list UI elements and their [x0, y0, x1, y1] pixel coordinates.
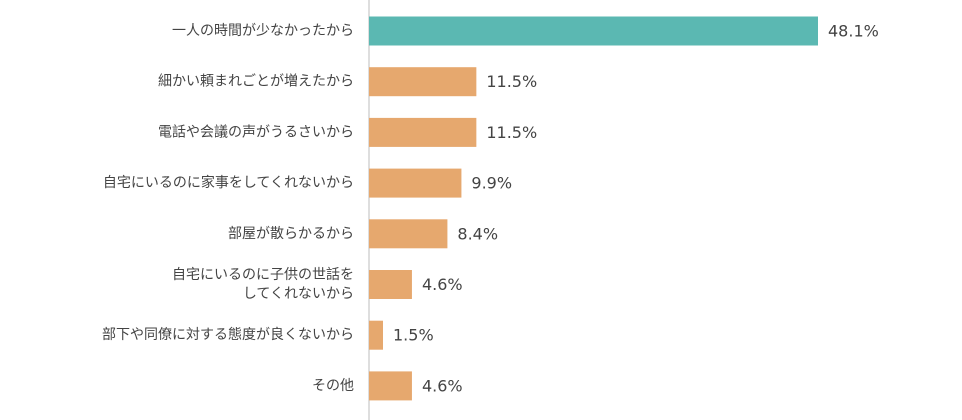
- value-labels-group: 48.1% 11.5% 11.5% 9.9% 8.4% 4.6% 1.5% 4.6%: [393, 22, 879, 396]
- category-label-2: 電話や会議の声がうるさいから: [158, 123, 354, 140]
- category-label-line: 自宅にいるのに家事をしてくれないから: [103, 174, 354, 191]
- bar-4: [369, 219, 448, 249]
- category-label-1: 細かい頼まれごとが増えたから: [158, 74, 354, 90]
- category-label-0: 一人の時間が少なかったから: [172, 23, 354, 39]
- category-labels-group: 一人の時間が少なかったから細かい頼まれごとが増えたから電話や会議の声がうるさいか…: [102, 23, 354, 394]
- category-label-line: 自宅にいるのに子供の世話を: [172, 266, 354, 283]
- value-label-2: 11.5%: [486, 123, 537, 142]
- bar-1: [369, 67, 477, 97]
- category-label-line: 電話や会議の声がうるさいから: [158, 123, 354, 140]
- bar-7: [369, 371, 412, 401]
- value-label-7: 4.6%: [422, 376, 463, 395]
- value-label-0: 48.1%: [828, 22, 879, 41]
- category-label-line: 一人の時間が少なかったから: [172, 23, 354, 39]
- value-label-4: 8.4%: [457, 224, 498, 243]
- bars-group: [369, 16, 818, 401]
- category-label-6: 部下や同僚に対する態度が良くないから: [102, 327, 354, 343]
- value-label-3: 9.9%: [471, 174, 512, 193]
- bar-3: [369, 168, 462, 198]
- bar-6: [369, 320, 384, 350]
- bar-5: [369, 270, 412, 299]
- category-label-line: 細かい頼まれごとが増えたから: [158, 74, 354, 90]
- category-label-5: 自宅にいるのに子供の世話をしてくれないから: [172, 266, 354, 302]
- category-label-4: 部屋が散らかるから: [228, 226, 354, 242]
- category-label-7: その他: [312, 378, 354, 394]
- value-label-5: 4.6%: [422, 275, 463, 294]
- category-label-line: 部屋が散らかるから: [228, 226, 354, 242]
- value-label-6: 1.5%: [393, 326, 434, 345]
- bar-0: [369, 16, 818, 46]
- category-label-line: 部下や同僚に対する態度が良くないから: [102, 327, 354, 343]
- category-label-3: 自宅にいるのに家事をしてくれないから: [103, 174, 354, 191]
- bar-2: [369, 117, 477, 147]
- value-label-1: 11.5%: [486, 72, 537, 91]
- category-label-line: その他: [312, 378, 354, 394]
- category-label-line: してくれないから: [243, 286, 354, 302]
